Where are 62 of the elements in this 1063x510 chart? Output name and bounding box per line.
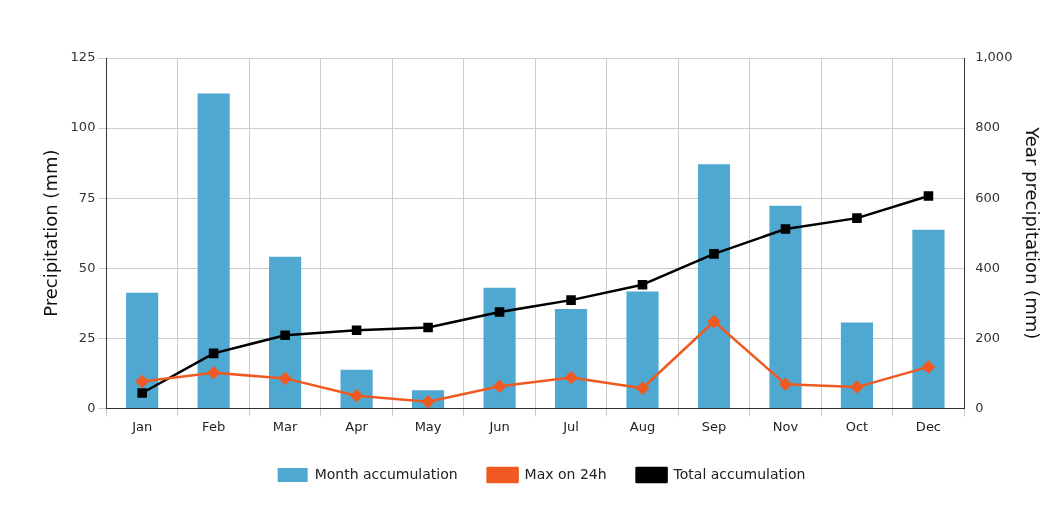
point: [494, 307, 505, 317]
point: [637, 279, 648, 290]
point: [135, 375, 149, 388]
y2-tick-label: 400: [975, 259, 1001, 275]
y2-axis-title: Year precipitation (mm): [1021, 126, 1043, 340]
bar: [197, 93, 230, 408]
x-tick-label: Nov: [772, 418, 799, 434]
y2-tick-label: 600: [975, 189, 1001, 205]
point: [779, 378, 792, 391]
point: [923, 191, 934, 201]
point: [137, 388, 147, 398]
point: [278, 372, 292, 385]
point: [351, 325, 362, 336]
legend-label: Total accumulation: [672, 465, 806, 482]
x-tick-label: Dec: [915, 418, 942, 434]
y2-tick-label: 1,000: [975, 49, 1013, 65]
y-tick-label: 100: [70, 119, 96, 135]
point: [850, 380, 864, 394]
y-tick-label: 50: [78, 259, 96, 275]
point: [423, 322, 433, 333]
bar: [697, 164, 731, 408]
point: [852, 213, 862, 223]
y-tick-label: 75: [78, 189, 96, 205]
bar: [483, 287, 516, 408]
point: [566, 295, 576, 305]
x-tick-label: Feb: [202, 418, 226, 434]
bar: [269, 256, 302, 408]
x-tick-label: Sep: [701, 418, 727, 434]
point: [922, 360, 935, 374]
point: [208, 348, 219, 359]
legend-label: Month accumulation: [314, 465, 458, 482]
point: [564, 371, 578, 384]
x-tick-label: Mar: [272, 418, 299, 434]
y2-tick-label: 200: [975, 329, 1001, 345]
x-tick-label: Oct: [845, 418, 869, 434]
point: [636, 381, 649, 395]
bar: [126, 292, 159, 408]
bar: [769, 205, 802, 408]
point: [280, 330, 290, 340]
y-tick-label: 125: [70, 49, 96, 65]
point: [350, 389, 363, 403]
point: [207, 366, 220, 380]
x-tick-label: Jul: [562, 418, 579, 434]
y-axis-title: Precipitation (mm): [40, 149, 62, 317]
point: [709, 249, 719, 259]
point: [780, 224, 791, 234]
x-tick-label: Apr: [345, 418, 369, 434]
y2-tick-label: 800: [975, 119, 1001, 135]
x-tick-label: Jun: [488, 418, 510, 434]
y2-tick-label: 0: [975, 399, 984, 415]
bar: [912, 229, 945, 408]
x-tick-label: Aug: [629, 418, 656, 434]
y-tick-label: 25: [78, 329, 96, 345]
bar: [626, 291, 659, 408]
x-tick-label: Jan: [131, 418, 153, 434]
y-tick-label: 0: [87, 399, 96, 415]
legend-label: Max on 24h: [524, 465, 607, 482]
x-tick-label: May: [414, 418, 442, 434]
point: [707, 315, 721, 328]
point: [493, 380, 506, 393]
bar: [840, 322, 874, 408]
bar: [554, 308, 588, 408]
